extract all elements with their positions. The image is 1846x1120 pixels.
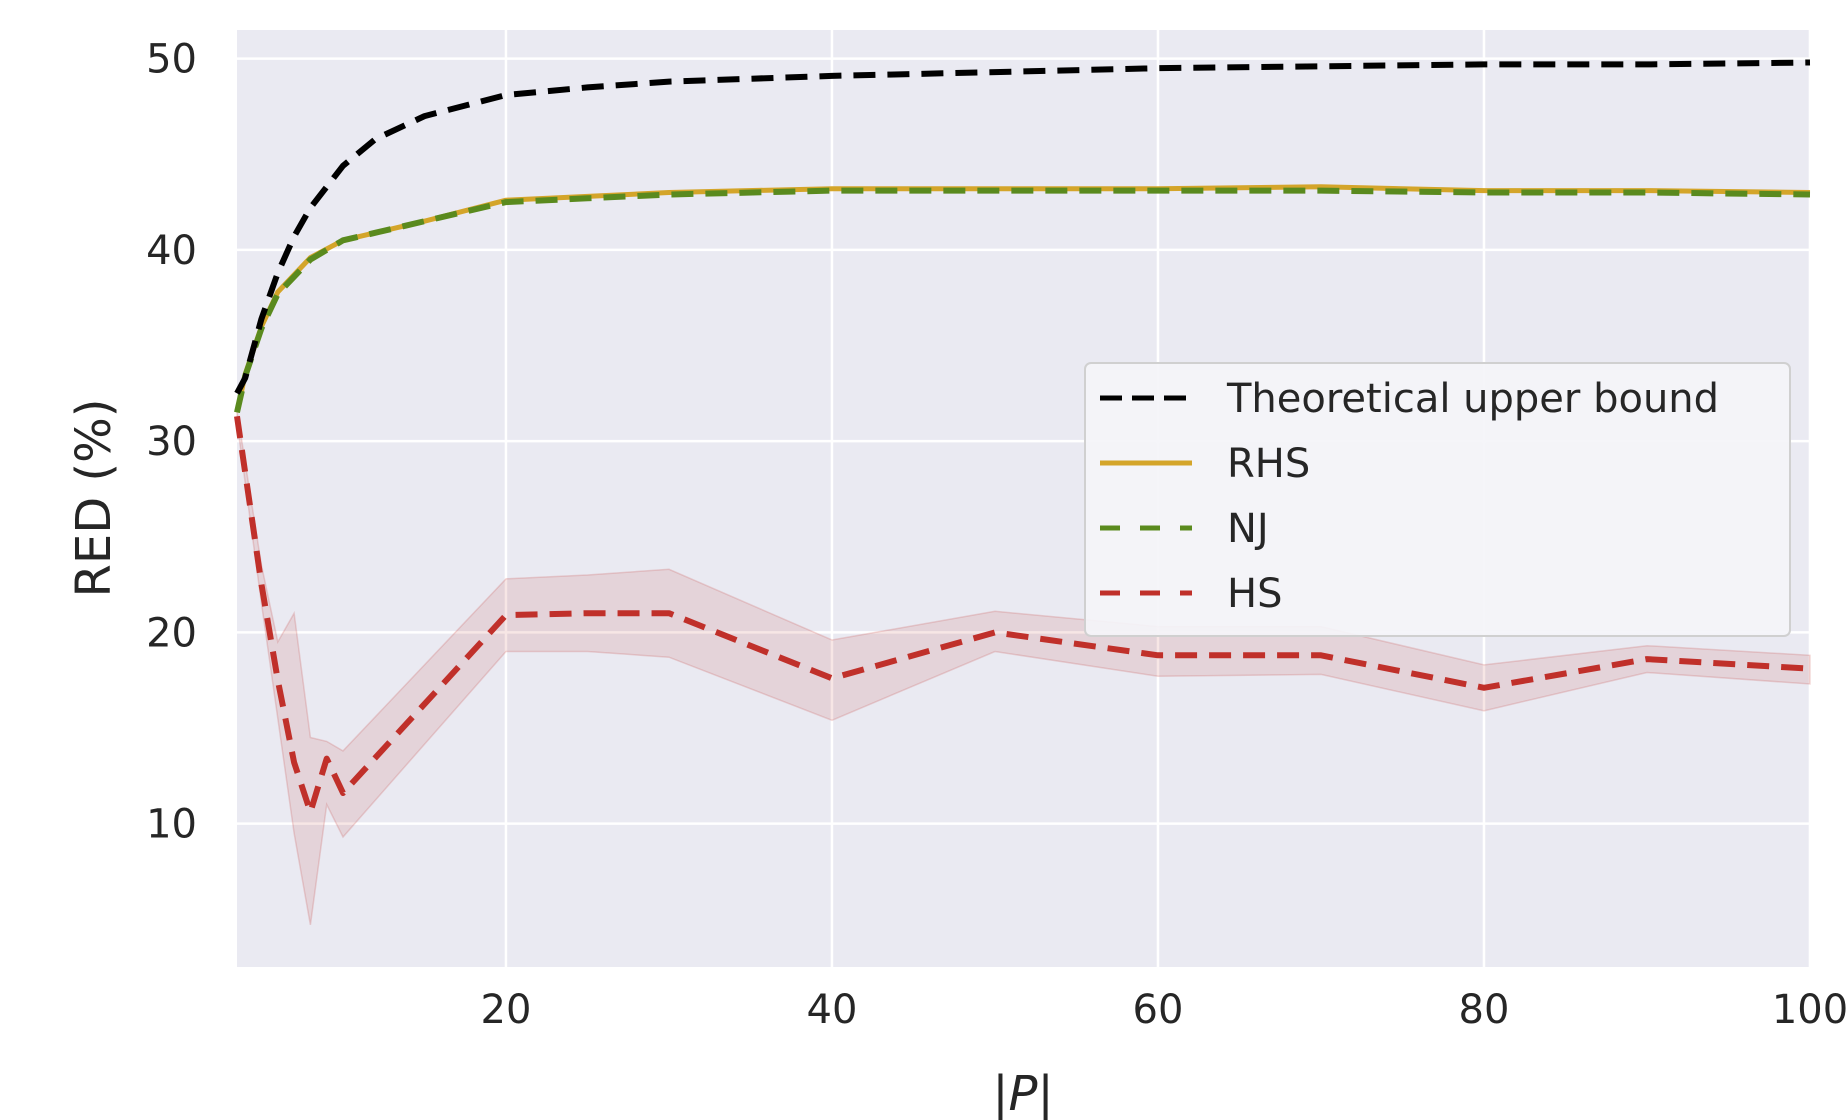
y-axis-label: RED (%) [66,399,122,598]
y-tick-label: 50 [146,37,197,83]
x-tick-label: 60 [1133,987,1184,1033]
y-tick-label: 30 [146,419,197,465]
legend: Theoretical upper bound RHS NJ HS [1084,362,1791,637]
y-tick-label: 40 [146,228,197,274]
series-lines [234,59,1811,816]
legend-label-hs: HS [1227,571,1282,617]
legend-frame [1084,362,1791,637]
x-axis-label: |P| [992,1066,1053,1120]
x-tick-label: 40 [807,987,858,1033]
hs-line [234,415,1811,816]
tick-labels: 20 40 60 80 100 10 20 30 40 50 [146,37,1846,1033]
hs-confidence-band [236,410,1811,926]
y-tick-label: 10 [146,802,197,848]
nj-line [234,187,1811,414]
x-tick-label: 20 [481,987,532,1033]
confidence-bands [236,410,1811,926]
x-tick-label: 80 [1459,987,1510,1033]
legend-label-nj: NJ [1227,506,1269,552]
x-tick-label: 100 [1772,987,1846,1033]
y-tick-label: 20 [146,610,197,656]
legend-label-theoretical-upper-bound: Theoretical upper bound [1226,376,1719,422]
legend-label-rhs: RHS [1227,441,1310,487]
